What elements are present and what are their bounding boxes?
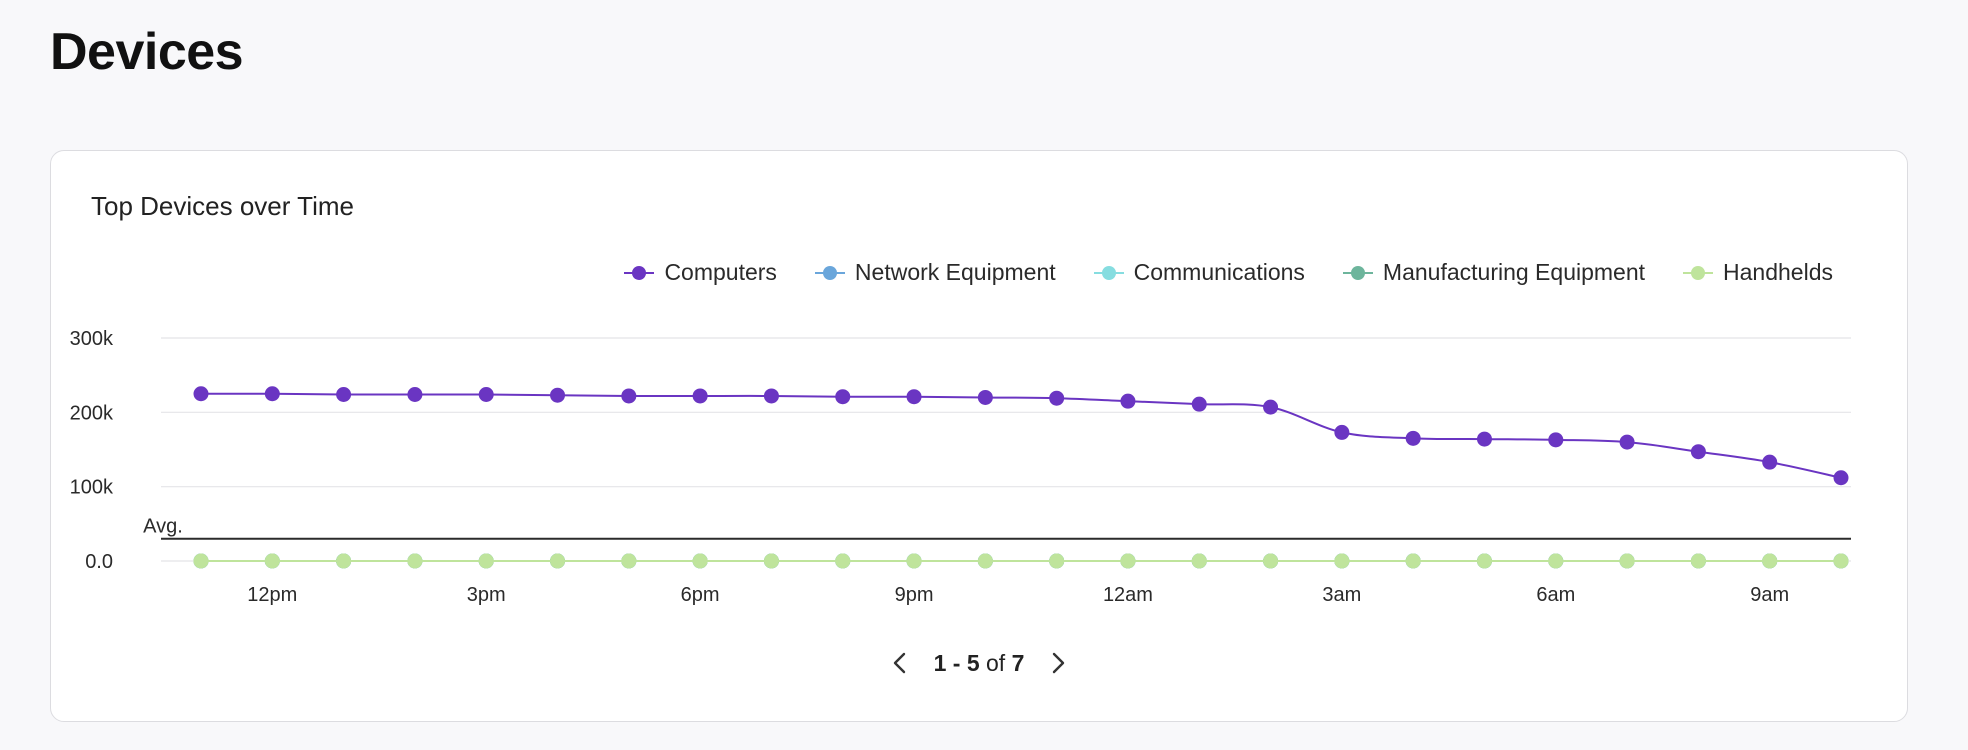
y-tick-label: 100k <box>70 477 114 499</box>
top-devices-chart: 0.0 100k 200k 300k 12pm 3pm 6pm 9pm 12am 3am 6am 9a… <box>70 328 1851 606</box>
data-point-handhelds <box>1263 553 1279 569</box>
data-point-handhelds <box>1191 553 1207 569</box>
data-point-computers <box>478 386 494 402</box>
pagination-of: of <box>986 649 1006 676</box>
data-point-handhelds <box>550 553 566 569</box>
data-point-handhelds <box>1762 553 1778 569</box>
legend-item-manufacturing-equipment[interactable]: Manufacturing Equipment <box>1342 259 1646 286</box>
data-point-computers <box>1120 393 1136 409</box>
data-point-computers <box>906 389 922 405</box>
legend-item-computers[interactable]: Computers <box>624 259 777 286</box>
data-point-handhelds <box>336 553 352 569</box>
y-tick-label: 0.0 <box>85 551 113 573</box>
data-point-handhelds <box>407 553 423 569</box>
data-point-computers <box>1619 434 1635 450</box>
data-point-handhelds <box>478 553 494 569</box>
legend-item-handhelds[interactable]: Handhelds <box>1683 259 1833 286</box>
data-point-handhelds <box>1334 553 1350 569</box>
data-point-computers <box>1833 470 1849 486</box>
x-tick-label: 12pm <box>247 584 297 606</box>
data-point-computers <box>193 386 209 402</box>
x-tick-label: 9pm <box>895 584 934 606</box>
data-point-computers <box>336 386 352 402</box>
data-point-handhelds <box>193 553 209 569</box>
x-tick-label: 3am <box>1322 584 1361 606</box>
data-point-handhelds <box>1690 553 1706 569</box>
series-line-computers <box>200 392 1842 479</box>
chevron-left-icon[interactable] <box>886 649 914 677</box>
data-point-handhelds <box>1833 553 1849 569</box>
x-tick-label: 12am <box>1103 584 1153 606</box>
x-tick-label: 6pm <box>681 584 720 606</box>
data-point-computers <box>264 386 280 402</box>
legend-swatch-computers <box>624 265 655 281</box>
data-point-handhelds <box>906 553 922 569</box>
data-point-handhelds <box>621 553 637 569</box>
x-tick-label: 6am <box>1536 584 1575 606</box>
data-point-handhelds <box>692 553 708 569</box>
data-point-computers <box>835 389 851 405</box>
legend-label: Computers <box>664 259 777 285</box>
data-point-computers <box>763 388 779 404</box>
legend-item-communications[interactable]: Communications <box>1093 259 1305 286</box>
data-point-handhelds <box>1548 553 1564 569</box>
data-point-computers <box>1334 424 1350 440</box>
pagination-total: 7 <box>1011 649 1025 676</box>
data-point-handhelds <box>1405 553 1421 569</box>
data-point-computers <box>1548 432 1564 448</box>
data-point-computers <box>550 387 566 403</box>
data-point-computers <box>977 389 993 405</box>
legend-swatch-manufacturing-equipment <box>1342 265 1373 281</box>
data-point-computers <box>1405 430 1421 446</box>
x-tick-label: 3pm <box>467 584 506 606</box>
pagination-range: 1 - 5 <box>933 649 980 676</box>
legend-label: Communications <box>1133 259 1305 285</box>
legend-item-network-equipment[interactable]: Network Equipment <box>814 259 1056 286</box>
chevron-right-icon[interactable] <box>1044 649 1072 677</box>
data-point-computers <box>1049 390 1065 406</box>
legend-label: Network Equipment <box>854 259 1056 285</box>
data-point-computers <box>621 388 637 404</box>
pagination: 1 - 5 of 7 <box>51 649 1907 677</box>
data-point-handhelds <box>835 553 851 569</box>
data-point-handhelds <box>763 553 779 569</box>
legend-swatch-handhelds <box>1683 265 1714 281</box>
pagination-status: 1 - 5 of 7 <box>934 650 1025 677</box>
data-point-computers <box>1191 396 1207 412</box>
legend-label: Handhelds <box>1723 259 1833 285</box>
data-point-computers <box>407 386 423 402</box>
average-label: Avg. <box>143 516 183 538</box>
data-point-computers <box>1690 444 1706 460</box>
data-point-handhelds <box>977 553 993 569</box>
x-tick-label: 9am <box>1750 584 1789 606</box>
chart-legend: Computers Network Equipment Communicatio… <box>624 259 1833 286</box>
data-point-handhelds <box>1049 553 1065 569</box>
data-point-handhelds <box>1476 553 1492 569</box>
legend-swatch-communications <box>1093 265 1124 281</box>
top-devices-card: Top Devices over Time 0.0 100k 200k 300k 12p… <box>50 150 1908 722</box>
data-point-handhelds <box>1120 553 1136 569</box>
data-point-computers <box>1762 454 1778 470</box>
y-tick-label: 300k <box>70 328 114 350</box>
y-tick-label: 200k <box>70 402 114 424</box>
data-point-computers <box>1263 399 1279 415</box>
card-title: Top Devices over Time <box>91 191 354 221</box>
legend-label: Manufacturing Equipment <box>1382 259 1646 285</box>
data-point-handhelds <box>264 553 280 569</box>
data-point-computers <box>1476 431 1492 447</box>
data-point-computers <box>692 388 708 404</box>
legend-swatch-network-equipment <box>814 265 845 281</box>
page-title: Devices <box>50 23 244 81</box>
data-point-handhelds <box>1619 553 1635 569</box>
